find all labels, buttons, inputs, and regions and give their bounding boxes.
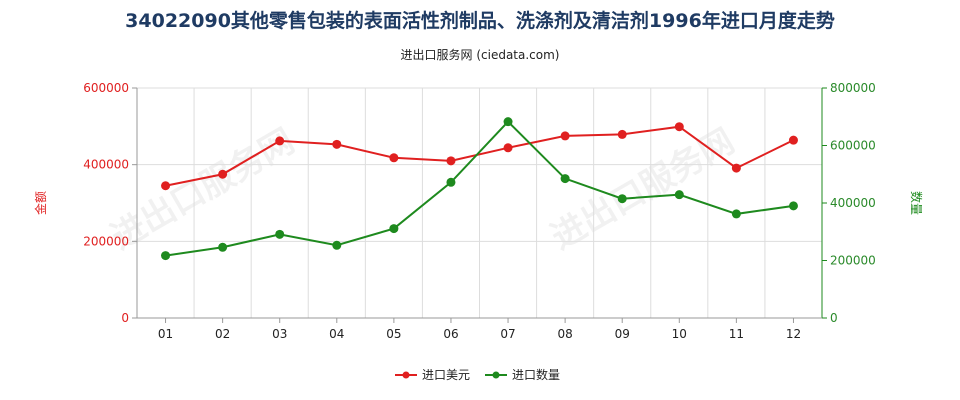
legend-label: 进口美元 bbox=[422, 368, 470, 382]
x-axis-tick-label: 11 bbox=[729, 327, 744, 341]
legend-swatch-marker bbox=[402, 371, 410, 379]
data-point-value bbox=[617, 129, 627, 139]
x-axis-tick-label: 10 bbox=[672, 327, 687, 341]
series-layer bbox=[161, 117, 798, 261]
data-point-quantity bbox=[503, 117, 513, 127]
data-point-quantity bbox=[617, 194, 627, 204]
data-point-value bbox=[446, 156, 456, 166]
chart-subtitle: 进出口服务网 (ciedata.com) bbox=[400, 48, 560, 62]
x-axis-tick-label: 04 bbox=[329, 327, 344, 341]
x-axis-tick-label: 01 bbox=[158, 327, 173, 341]
data-point-value bbox=[275, 136, 285, 146]
data-point-quantity bbox=[332, 240, 342, 250]
legend-label: 进口数量 bbox=[512, 367, 560, 382]
data-point-value bbox=[788, 135, 798, 145]
data-point-value bbox=[161, 181, 171, 191]
watermark-text: 进出口服务网 bbox=[105, 121, 302, 258]
data-point-value bbox=[389, 153, 399, 163]
right-axis-tick-label: 600000 bbox=[830, 139, 876, 153]
legend[interactable]: 进口美元 进口数量 bbox=[395, 367, 560, 382]
x-axis-tick-label: 07 bbox=[500, 327, 515, 341]
chart-title: 34022090其他零售包装的表面活性剂制品、洗涤剂及清洁剂1996年进口月度走… bbox=[125, 10, 835, 32]
series-line-value bbox=[165, 125, 794, 187]
x-axis-tick-label: 09 bbox=[615, 327, 630, 341]
x-axis-tick-label: 06 bbox=[443, 327, 458, 341]
x-axis-tick-label: 03 bbox=[272, 327, 287, 341]
x-axis-tick-label: 02 bbox=[215, 327, 230, 341]
right-axis-tick-label: 800000 bbox=[830, 81, 876, 95]
left-axis-tick-label: 600000 bbox=[83, 81, 129, 95]
data-point-quantity bbox=[446, 177, 456, 187]
data-point-quantity bbox=[389, 224, 399, 234]
data-point-quantity bbox=[218, 242, 228, 252]
right-axis-title: 数量 bbox=[909, 191, 924, 215]
left-axis-title: 金额 bbox=[33, 191, 48, 215]
data-point-quantity bbox=[731, 209, 741, 219]
data-point-value bbox=[560, 131, 570, 141]
data-point-value bbox=[332, 139, 342, 149]
left-axis-tick-label: 200000 bbox=[83, 234, 129, 248]
left-axis-tick-label: 400000 bbox=[83, 158, 129, 172]
x-axis-tick-label: 08 bbox=[557, 327, 572, 341]
data-point-value bbox=[731, 163, 741, 173]
data-point-quantity bbox=[161, 251, 171, 261]
data-point-quantity bbox=[788, 201, 798, 211]
data-point-quantity bbox=[674, 190, 684, 200]
data-point-quantity bbox=[560, 174, 570, 184]
data-point-value bbox=[218, 169, 228, 179]
x-axis-tick-label: 12 bbox=[786, 327, 801, 341]
right-axis-tick-label: 200000 bbox=[830, 254, 876, 268]
series-line-quantity bbox=[165, 120, 794, 257]
left-axis-tick-label: 0 bbox=[121, 311, 129, 325]
right-axis-tick-label: 0 bbox=[830, 311, 838, 325]
legend-swatch-marker bbox=[492, 371, 500, 379]
data-point-value bbox=[503, 143, 513, 153]
data-point-value bbox=[674, 122, 684, 132]
x-axis-tick-label: 05 bbox=[386, 327, 401, 341]
data-point-quantity bbox=[275, 229, 285, 239]
right-axis-tick-label: 400000 bbox=[830, 196, 876, 210]
watermark-text: 进出口服务网 bbox=[545, 121, 742, 258]
axes: 0 200000 400000 600000 0 200000 400000 600000 80… bbox=[83, 81, 876, 341]
